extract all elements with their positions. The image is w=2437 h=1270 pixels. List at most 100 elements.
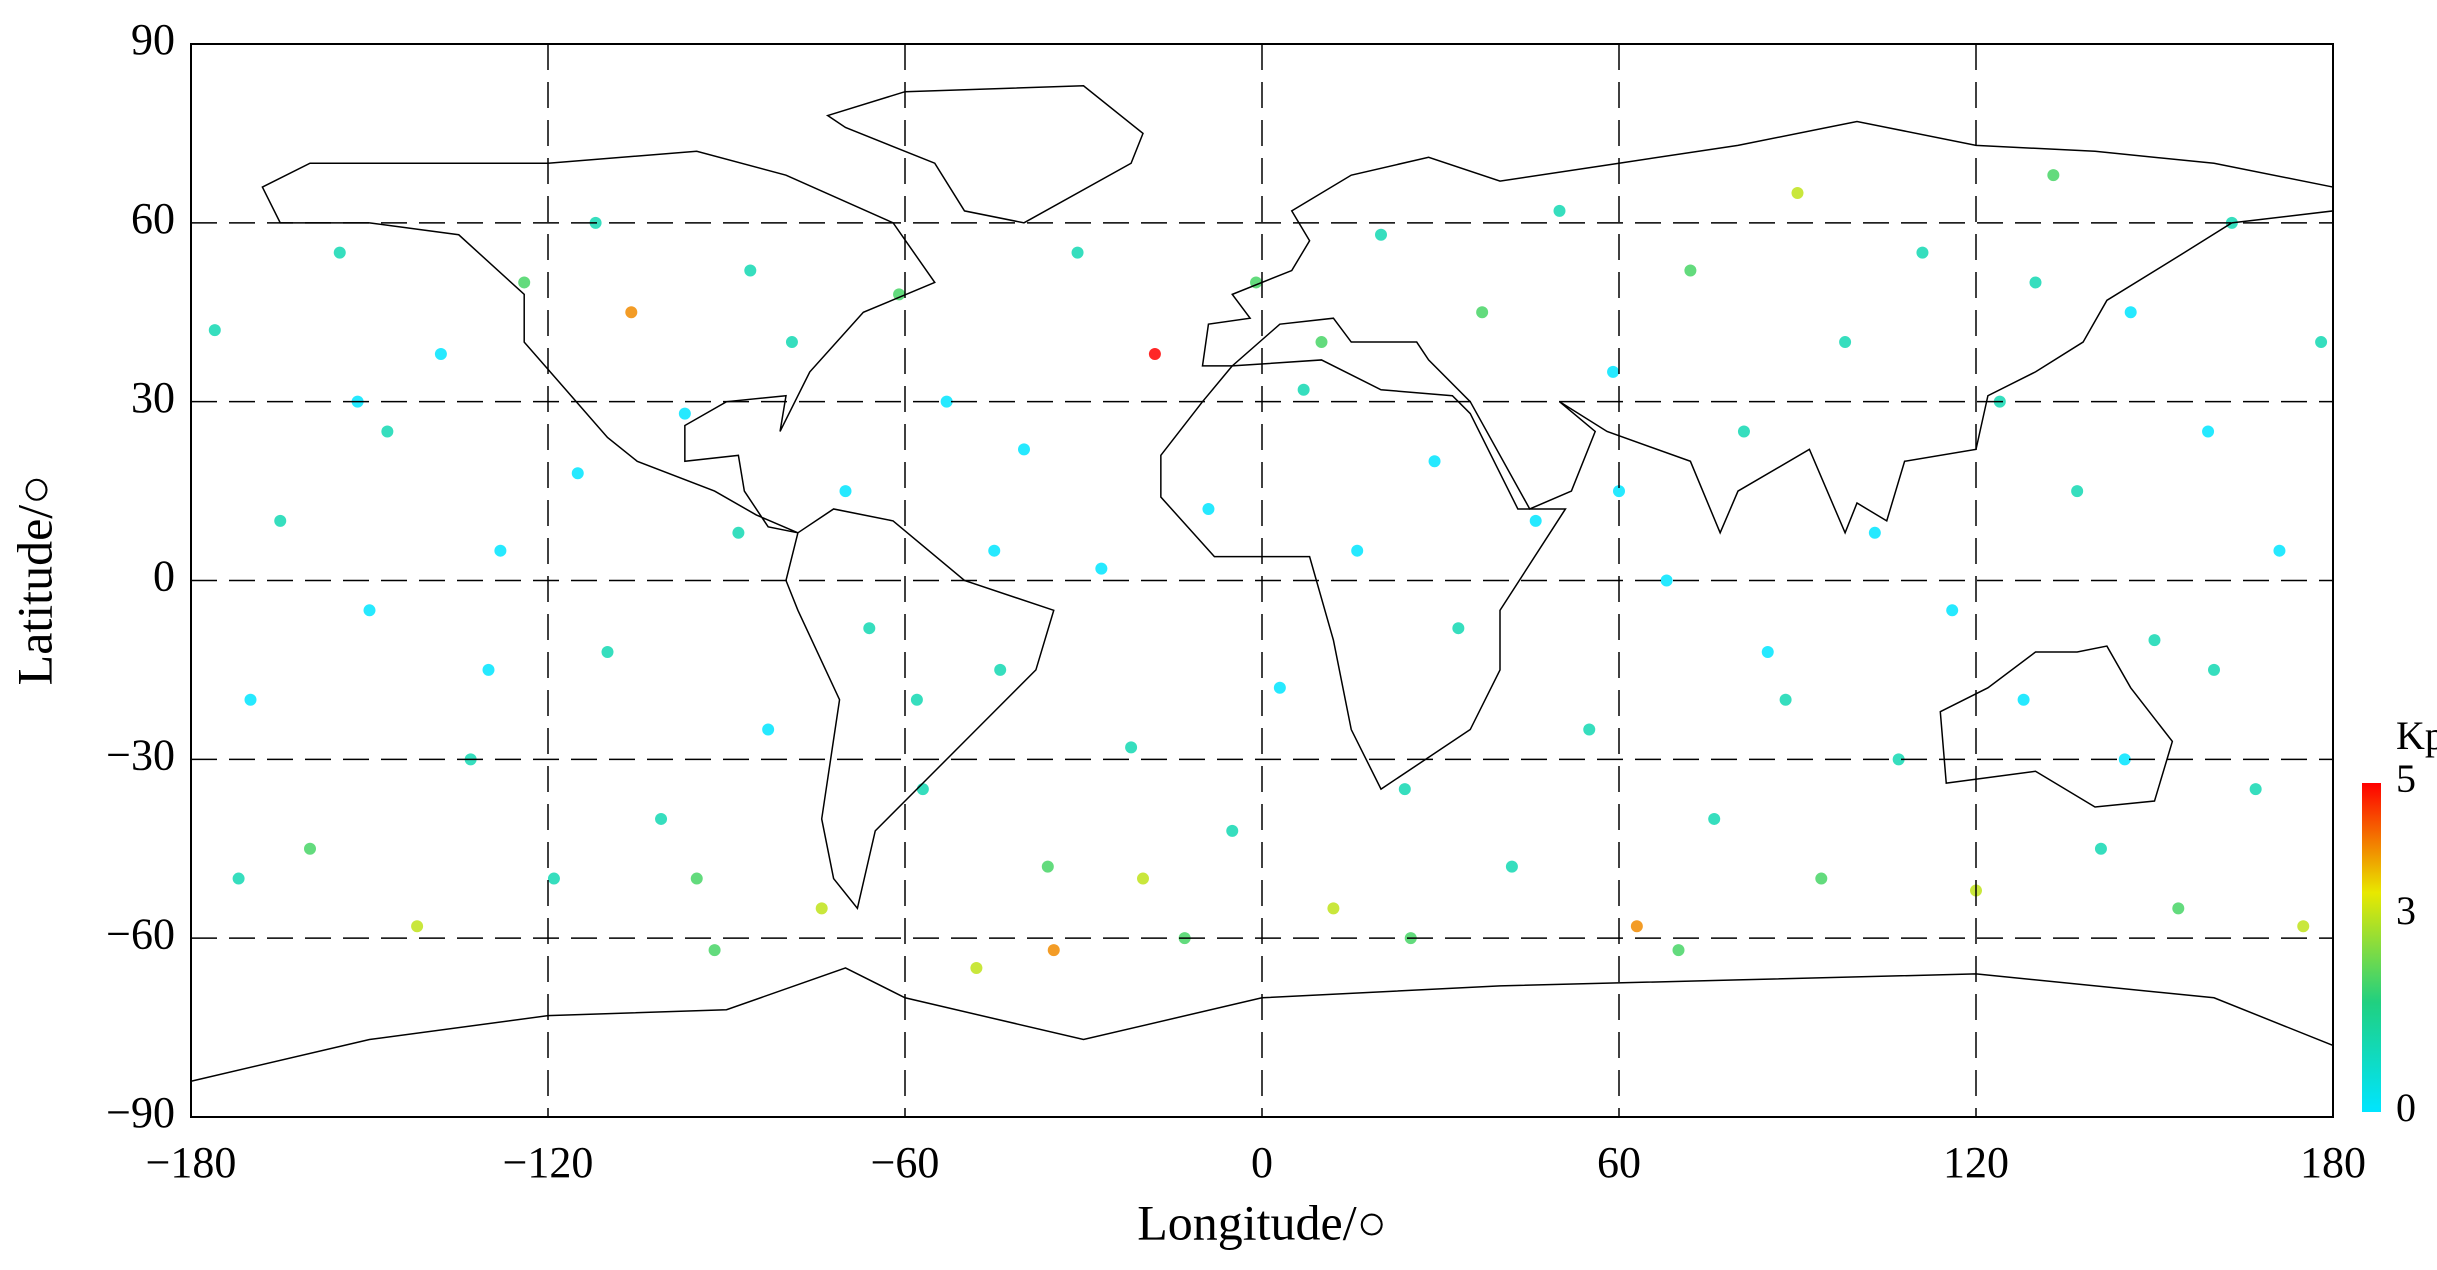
data-point: [381, 425, 394, 438]
y-tick-label: 30: [131, 373, 175, 422]
data-point: [411, 920, 424, 933]
data-point: [547, 872, 560, 885]
antarctica: [191, 968, 2333, 1081]
data-point: [1018, 443, 1030, 456]
data-point: [1148, 347, 1161, 360]
data-point: [571, 467, 584, 480]
data-point: [2297, 920, 2310, 933]
colorbar-title: Kp: [2396, 713, 2437, 758]
data-point: [2208, 663, 2220, 676]
data-point: [1737, 425, 1750, 438]
colorbar: [2362, 783, 2381, 1112]
data-point: [1892, 753, 1905, 766]
x-axis-label: Longitude/○: [1137, 1194, 1387, 1250]
x-tick-label: 0: [1251, 1138, 1273, 1187]
data-point: [2017, 693, 2030, 706]
y-tick-label: −60: [106, 909, 175, 958]
data-point: [2124, 306, 2137, 319]
x-tick-label: 180: [2300, 1138, 2366, 1187]
data-point: [785, 336, 798, 349]
data-point: [2202, 425, 2215, 438]
y-tick-label: −30: [106, 730, 175, 779]
data-point: [744, 264, 757, 277]
colorbar-tick-label: 3: [2396, 888, 2416, 933]
data-point: [994, 663, 1007, 676]
africa: [1161, 360, 1566, 789]
data-point: [678, 407, 691, 420]
data-point: [363, 604, 376, 617]
data-point: [893, 288, 906, 301]
data-point: [482, 663, 495, 676]
data-point: [1708, 812, 1721, 825]
data-point: [1351, 544, 1364, 557]
data-point: [1660, 574, 1673, 587]
data-point: [1476, 306, 1489, 319]
data-point: [863, 622, 876, 635]
data-point: [601, 646, 614, 659]
data-point: [1047, 944, 1060, 957]
australia: [1940, 646, 2172, 807]
data-point: [2315, 336, 2328, 349]
data-point: [1398, 783, 1411, 796]
data-point: [988, 544, 1001, 557]
x-tick-label: −180: [146, 1138, 237, 1187]
data-point: [1125, 741, 1138, 754]
data-point: [1684, 264, 1697, 277]
data-point: [1868, 526, 1881, 539]
data-point: [910, 693, 923, 706]
data-point: [1779, 693, 1792, 706]
data-point: [1137, 872, 1149, 885]
colorbar-tick-label: 0: [2396, 1085, 2416, 1130]
data-point: [1553, 204, 1566, 217]
data-point: [1529, 514, 1542, 527]
y-tick-label: −90: [106, 1088, 175, 1137]
data-point: [1375, 228, 1387, 241]
data-point: [1607, 365, 1620, 378]
data-point: [1202, 502, 1215, 515]
south-america: [786, 509, 1054, 908]
data-point: [434, 347, 447, 360]
data-point: [333, 246, 346, 259]
data-point: [1428, 455, 1441, 468]
x-tick-label: −60: [871, 1138, 940, 1187]
data-point: [1839, 336, 1852, 349]
data-point: [1761, 646, 1774, 659]
data-point: [1273, 681, 1286, 694]
data-point: [2172, 902, 2185, 915]
y-tick-label: 60: [131, 194, 175, 243]
y-tick-label: 90: [131, 15, 175, 64]
data-point: [232, 872, 245, 885]
data-point: [1815, 872, 1828, 885]
data-point: [274, 514, 287, 527]
data-point: [2273, 544, 2286, 557]
data-point: [1315, 336, 1328, 349]
data-point: [2148, 634, 2161, 647]
data-point: [815, 902, 828, 915]
colorbar-tick-label: 5: [2396, 756, 2416, 801]
data-point: [1505, 860, 1518, 873]
data-point: [1630, 920, 1643, 933]
data-point: [1226, 824, 1239, 837]
data-point: [708, 944, 721, 957]
data-point: [940, 395, 953, 408]
data-point: [2071, 485, 2084, 498]
x-tick-label: −120: [503, 1138, 594, 1187]
data-point: [1672, 944, 1685, 957]
data-point: [1297, 383, 1310, 396]
data-point: [970, 961, 983, 974]
data-point: [304, 842, 316, 855]
data-point: [1946, 604, 1959, 617]
greenland: [828, 86, 1143, 223]
data-point: [1452, 622, 1465, 635]
data-point: [2029, 276, 2042, 289]
points-layer: [208, 169, 2328, 974]
data-point: [2094, 842, 2107, 855]
data-point: [2249, 783, 2262, 796]
data-point: [625, 306, 638, 319]
data-point: [1583, 723, 1596, 736]
data-point: [732, 526, 745, 539]
y-tick-label: 0: [153, 552, 175, 601]
data-point: [762, 723, 775, 736]
data-point: [2118, 753, 2131, 766]
